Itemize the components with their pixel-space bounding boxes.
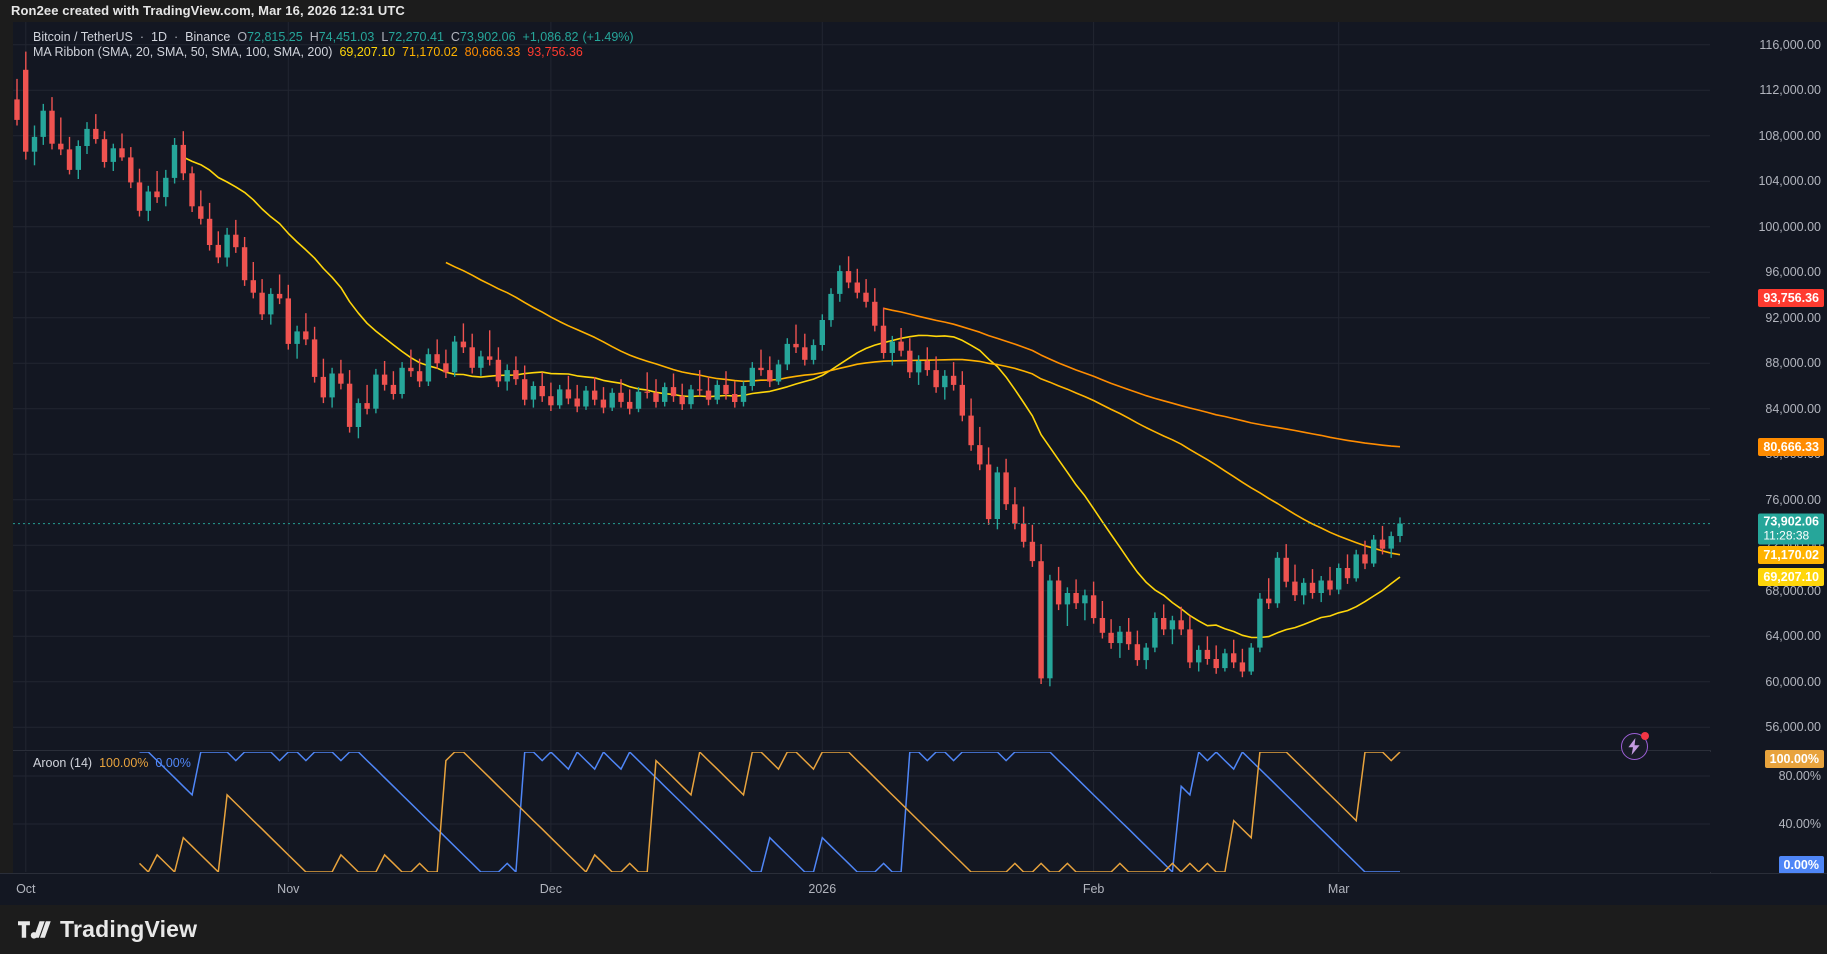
bolt-glyph — [1628, 738, 1640, 755]
aroon-tick-label: 80.00% — [1778, 769, 1821, 783]
price-tick-label: 108,000.00 — [1758, 128, 1821, 143]
price-badge-ma100[interactable]: 80,666.33 — [1758, 437, 1824, 456]
time-tick-label: Dec — [539, 882, 563, 896]
alert-badge-dot — [1641, 732, 1649, 740]
aroon-axis[interactable]: 80.00% 40.00% 100.00% 0.00% — [1710, 750, 1827, 874]
price-tick-label: 112,000.00 — [1759, 83, 1821, 98]
price-plot — [13, 22, 1710, 750]
price-tick-label: 76,000.00 — [1765, 492, 1821, 507]
time-tick-label: Nov — [277, 882, 300, 896]
time-tick-label: Feb — [1082, 882, 1105, 896]
price-tick-label: 116,000.00 — [1759, 37, 1821, 52]
aroon-tick-label: 40.00% — [1778, 817, 1821, 831]
price-tick-label: 68,000.00 — [1765, 583, 1821, 598]
tradingview-wordmark: TradingView — [60, 916, 198, 942]
price-badge-last-countdown: 11:28:38 — [1763, 528, 1810, 543]
price-tick-label: 92,000.00 — [1765, 310, 1821, 325]
price-tick-label: 56,000.00 — [1765, 720, 1821, 735]
time-tick-label: Oct — [16, 882, 36, 896]
lightning-bolt-icon[interactable] — [1621, 732, 1649, 760]
price-badge-last[interactable]: 73,902.06 11:28:38 — [1758, 513, 1824, 545]
price-tick-label: 104,000.00 — [1758, 174, 1821, 189]
tradingview-logo-icon — [18, 921, 51, 939]
aroon-plot — [13, 752, 1710, 872]
price-axis[interactable]: 56,000.0060,000.0064,000.0068,000.0072,0… — [1710, 22, 1827, 750]
time-tick-label: 2026 — [808, 882, 837, 896]
tradingview-logo[interactable]: TradingView — [18, 916, 197, 943]
price-badge-ma50[interactable]: 71,170.02 — [1758, 545, 1824, 564]
price-pane[interactable]: Bitcoin / TetherUS · 1D · Binance O72,815.25 H… — [13, 22, 1710, 750]
price-tick-label: 84,000.00 — [1765, 401, 1821, 416]
price-tick-label: 88,000.00 — [1765, 356, 1821, 371]
time-axis[interactable]: Oct Nov Dec 2026 Feb Mar — [0, 873, 1827, 906]
price-tick-label: 100,000.00 — [1758, 219, 1821, 234]
aroon-pane[interactable]: Aroon (14) 100.00% 0.00% — [13, 752, 1710, 872]
aroon-badge-up[interactable]: 100.00% — [1764, 750, 1824, 768]
price-badge-ma200[interactable]: 93,756.36 — [1758, 288, 1824, 307]
branding-bar: TradingView — [0, 905, 1827, 954]
pane-divider[interactable] — [13, 750, 1710, 751]
price-tick-label: 60,000.00 — [1765, 674, 1821, 689]
left-gutter — [0, 22, 13, 905]
chart-frame: Bitcoin / TetherUS · 1D · Binance O72,815.25 H… — [0, 22, 1827, 906]
price-badge-ma20[interactable]: 69,207.10 — [1758, 568, 1824, 587]
time-tick-label: Mar — [1327, 882, 1350, 896]
aroon-badge-down[interactable]: 0.00% — [1778, 856, 1824, 874]
price-tick-label: 96,000.00 — [1765, 265, 1821, 280]
attribution-bar: Ron2ee created with TradingView.com, Mar… — [0, 0, 1827, 22]
price-tick-label: 64,000.00 — [1765, 629, 1821, 644]
attribution-text: Ron2ee created with TradingView.com, Mar… — [11, 3, 405, 18]
